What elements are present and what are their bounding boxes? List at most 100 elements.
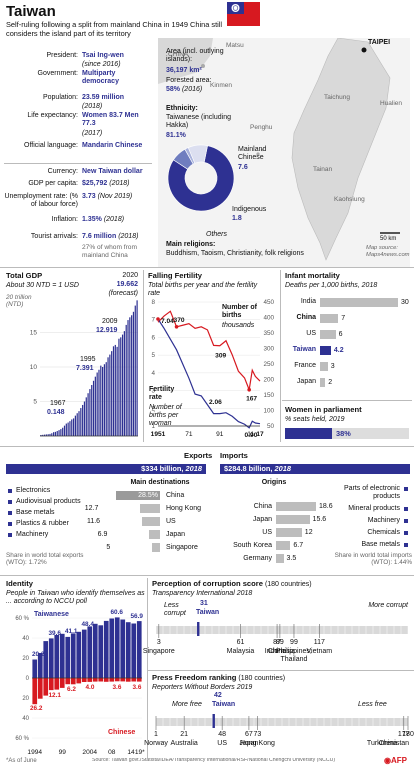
- export-dest-name: China: [166, 492, 185, 499]
- press-rank-number: 21: [180, 731, 189, 738]
- fert-annotation: 0.90: [245, 432, 258, 439]
- infant-bar: [320, 330, 336, 339]
- gdp-bar: [76, 413, 78, 436]
- corruption-taiwan-label: Taiwan: [196, 609, 220, 616]
- fert-x-tick: 17: [256, 431, 264, 438]
- infant-bar: [320, 362, 328, 371]
- export-dest-value: 12.7: [84, 505, 99, 512]
- tourist-note: 27% of whom from mainland China: [82, 244, 137, 259]
- infant-bar: [320, 346, 331, 355]
- infant-country-label: France: [294, 362, 316, 369]
- imports-title: Imports: [220, 451, 248, 460]
- gdp-bar: [127, 320, 129, 436]
- ethnicity-title: Ethnicity:: [166, 105, 198, 112]
- economy-value-row: 1.35% (2018): [82, 216, 154, 224]
- fert-x-tick: 91: [216, 431, 224, 438]
- taiwanese-value: 48.4: [82, 621, 95, 628]
- gdp-bar: [98, 369, 100, 436]
- bullet-icon: [404, 507, 408, 511]
- map-scale-label: 50 km: [380, 236, 397, 242]
- infant-country-label: US: [306, 330, 316, 337]
- import-origin-value: 12: [304, 529, 313, 536]
- chinese-legend: Chinese: [108, 729, 135, 736]
- taiwanese-value: 41.1: [65, 628, 78, 635]
- import-origin-name: Germany: [243, 555, 272, 562]
- fert-left-tick: 6: [151, 334, 155, 341]
- gdp-bar: [91, 385, 93, 436]
- gdp-bar: [94, 376, 96, 436]
- exports-year: 2018: [185, 464, 202, 473]
- corruption-title-text: Perception of corruption score: [152, 579, 263, 588]
- corruption-rank-strip: [155, 622, 409, 638]
- gdp-bar: [120, 337, 122, 436]
- gdp-bar: [129, 317, 131, 436]
- chinese-bar: [76, 678, 82, 684]
- gdp-label-1967-year: 1967: [50, 400, 66, 407]
- fert-left-tick: 3: [151, 388, 155, 395]
- economy-value-row: 3.73 (Nov 2019): [82, 193, 154, 201]
- import-origin-bar: [276, 502, 316, 511]
- gdp-bar: [114, 344, 116, 436]
- ident-tick: 40: [22, 716, 29, 722]
- taiwanese-bar: [136, 621, 142, 678]
- gdp-bar: [47, 434, 49, 436]
- fert-left-tick: 5: [151, 352, 155, 359]
- chinese-bar: [81, 678, 87, 682]
- corruption-subtitle: Transparency International 2018: [152, 590, 253, 597]
- export-product: Base metals: [16, 509, 55, 516]
- economy-label: Inflation:: [51, 216, 78, 223]
- gdp-bar: [107, 357, 109, 436]
- afp-logo-text: AFP: [390, 756, 407, 765]
- gdp-tick-label: 10: [30, 364, 38, 371]
- corruption-rank-country: Singapore: [142, 648, 175, 655]
- fact-label: Life expectancy:: [27, 112, 78, 119]
- taiwanese-value: 56.9: [131, 613, 144, 620]
- map-panel: CHINA Kinmen Matsu Penghu Taichung Huali…: [158, 38, 410, 268]
- economy-value: New Taiwan dollar: [82, 168, 143, 175]
- gdp-label-2020-note: (forecast): [108, 290, 138, 297]
- fert-left-tick: 1: [151, 423, 155, 430]
- chinese-bar: [120, 678, 126, 682]
- corruption-rank-number: 3: [156, 639, 161, 646]
- corruption-taiwan-rank: 31: [200, 600, 208, 607]
- chinese-bar: [125, 678, 131, 682]
- gdp-bar: [72, 418, 75, 436]
- gdp-bar: [100, 365, 102, 436]
- press-rank-country: Turkmenistan: [366, 740, 410, 747]
- import-origin-name: US: [262, 529, 272, 536]
- corruption-rank-country: Indonesia: [264, 648, 296, 655]
- press-title: Press Freedom ranking (180 countries): [152, 673, 285, 683]
- corruption-rank-number: 117: [313, 639, 325, 646]
- forest-note: (2016): [181, 86, 203, 93]
- corruption-rank-country: Vietnam: [306, 648, 333, 655]
- fert-left-tick: 4: [151, 370, 155, 377]
- gdp-bar: [42, 434, 44, 436]
- page-title: Taiwan: [6, 3, 56, 20]
- fert-right-tick: 400: [263, 315, 274, 322]
- gdp-bar: [67, 422, 69, 436]
- women-bar-track: [285, 428, 409, 439]
- infant-title: Infant mortality: [285, 271, 340, 280]
- gdp-bar: [43, 434, 46, 436]
- economy-label: Unemployment rate: (% of labour force): [4, 193, 78, 209]
- gdp-title: Total GDP: [6, 271, 43, 280]
- ethnicity-indigenous-label: Indigenous: [232, 206, 267, 213]
- gdp-bar: [83, 401, 86, 436]
- gdp-bar: [112, 346, 115, 436]
- chinese-bar: [37, 678, 43, 699]
- economy-value: 1.35%: [82, 216, 102, 223]
- infant-country-label: Japan: [296, 378, 316, 385]
- fertility-rate-label: Fertility rate: [149, 386, 175, 402]
- export-dest-name: US: [166, 518, 176, 525]
- export-dest-name: Japan: [166, 531, 186, 538]
- export-dest-value: 6.9: [97, 531, 108, 538]
- import-origin-value: 3.5: [286, 555, 297, 562]
- taiwanese-bar: [125, 622, 131, 678]
- chinese-bar: [136, 678, 142, 682]
- ident-x-tick: 2004: [82, 749, 97, 756]
- fert-right-tick: 250: [263, 361, 274, 368]
- economy-value-row: $25,792 (2018): [82, 180, 154, 188]
- gdp-bar: [87, 393, 89, 436]
- religions-value: Buddhism, Taoism, Christianity, folk rel…: [166, 250, 304, 257]
- fert-annotation: 167: [246, 396, 257, 403]
